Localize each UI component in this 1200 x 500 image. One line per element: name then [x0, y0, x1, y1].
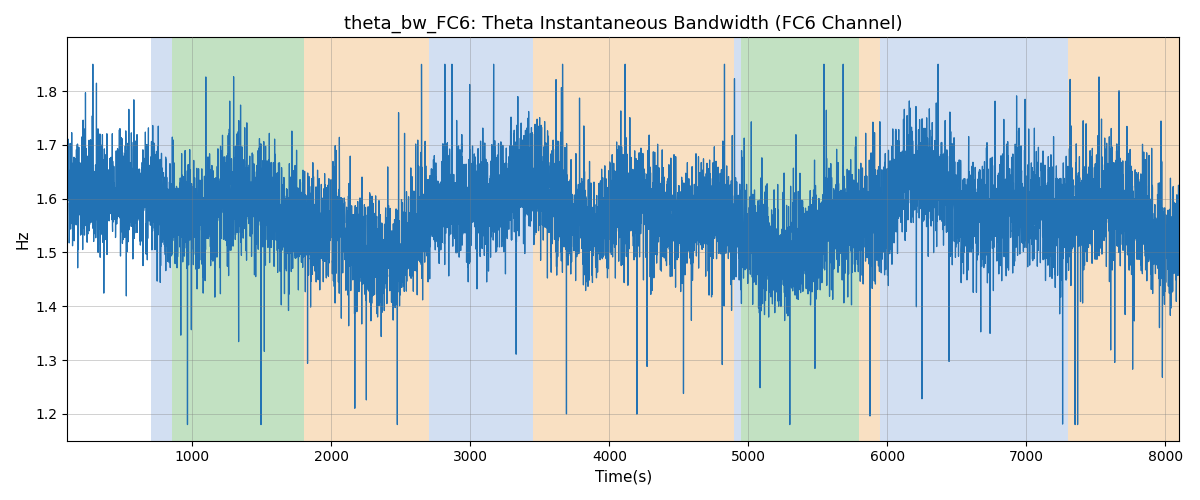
Y-axis label: Hz: Hz	[16, 230, 30, 249]
X-axis label: Time(s): Time(s)	[595, 470, 652, 485]
Bar	[881, 38, 1068, 440]
Bar	[1068, 38, 1180, 440]
Bar	[304, 38, 428, 440]
Bar	[151, 38, 172, 440]
Bar	[859, 38, 881, 440]
Title: theta_bw_FC6: Theta Instantaneous Bandwidth (FC6 Channel): theta_bw_FC6: Theta Instantaneous Bandwi…	[344, 15, 902, 34]
Bar	[734, 38, 742, 440]
Bar	[742, 38, 859, 440]
Bar	[533, 38, 734, 440]
Bar	[428, 38, 533, 440]
Bar	[172, 38, 304, 440]
